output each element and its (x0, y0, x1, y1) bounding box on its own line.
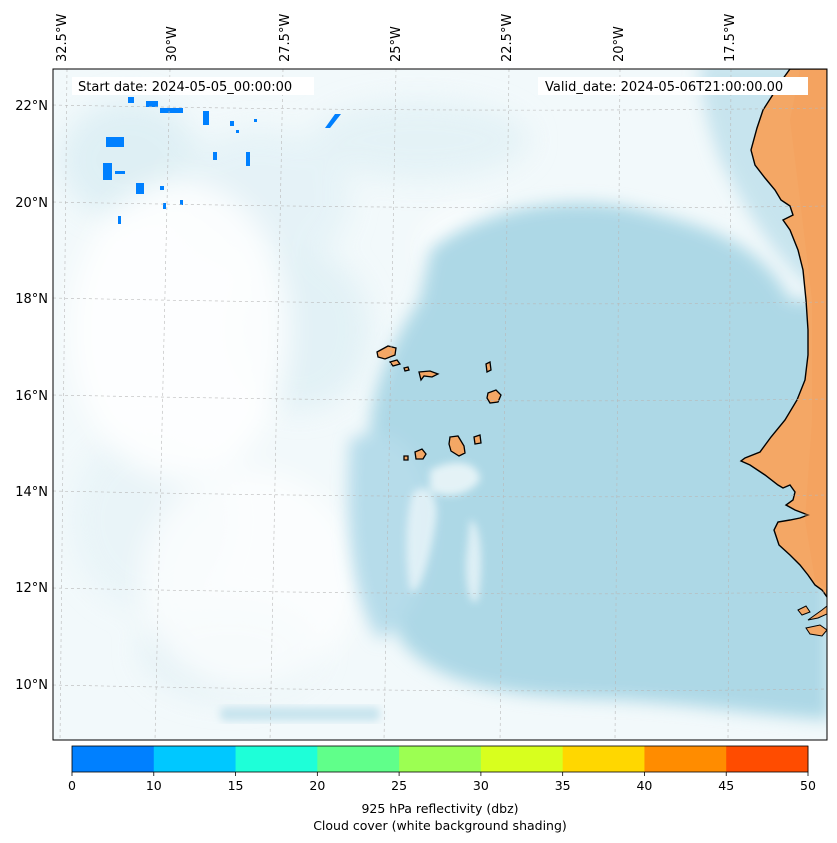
island-boa-vista (486, 389, 502, 404)
colorbar-label-line1: 925 hPa reflectivity (dbz) (361, 801, 518, 816)
lat-label: 14°N (15, 485, 48, 500)
colorbar-segment (72, 746, 155, 772)
island-sal (485, 361, 492, 373)
lon-label: 32.5°W (55, 14, 70, 62)
valid-date-box (538, 77, 808, 95)
lat-label: 10°N (15, 678, 48, 693)
island-santo-antao (376, 345, 397, 360)
lat-label: 22°N (15, 99, 48, 114)
start-date-box (72, 77, 314, 95)
colorbar: 0 10 15 20 25 30 35 40 45 50 (68, 745, 816, 793)
cape-verde-islands (376, 345, 502, 461)
lat-label: 12°N (15, 581, 48, 596)
colorbar-segment (562, 746, 645, 772)
island-santiago (448, 435, 466, 457)
colorbar-tick-label: 35 (555, 778, 571, 793)
lat-label: 18°N (15, 292, 48, 307)
gridlines (53, 69, 827, 740)
valid-date-text: Valid_date: 2024-05-06T21:00:00.00 (545, 80, 783, 95)
reflectivity-pixels (103, 97, 341, 224)
colorbar-segment (726, 746, 809, 772)
colorbar-segment (399, 746, 482, 772)
colorbar-tick-label: 45 (718, 778, 734, 793)
colorbar-segment (644, 746, 727, 772)
colorbar-tick-label: 40 (636, 778, 652, 793)
lon-label: 17.5°W (723, 14, 738, 62)
island-maio (473, 434, 482, 445)
longitude-labels: 32.5°W 30°W 27.5°W 25°W 22.5°W 20°W 17.5… (55, 14, 738, 62)
map-frame (52, 68, 828, 741)
island-santa-luzia (403, 366, 410, 372)
colorbar-segment (480, 746, 564, 772)
colorbar-tick-label: 50 (800, 778, 816, 793)
colorbar-frame (71, 745, 809, 773)
lon-label: 27.5°W (278, 14, 293, 62)
lon-label: 22.5°W (500, 14, 515, 62)
africa-coast (739, 69, 827, 599)
start-date-text: Start date: 2024-05-05_00:00:00 (78, 80, 292, 95)
colorbar-segment (153, 746, 237, 772)
lon-label: 25°W (389, 26, 404, 62)
colorbar-tick-label: 25 (391, 778, 407, 793)
colorbar-tick-label: 20 (309, 778, 325, 793)
colorbar-tick-label: 30 (473, 778, 489, 793)
colorbar-tick-label: 15 (228, 778, 244, 793)
island-sao-nicolau (418, 370, 440, 382)
cloud-cover-layer (53, 69, 827, 740)
lat-label: 16°N (15, 389, 48, 404)
island-fogo (414, 448, 427, 460)
lon-label: 20°W (612, 26, 627, 62)
lat-label: 20°N (15, 196, 48, 211)
lon-label: 30°W (165, 26, 180, 62)
colorbar-segment (235, 746, 318, 772)
colorbar-tick-label: 10 (146, 778, 162, 793)
land-layer (739, 69, 827, 637)
latitude-labels: 22°N 20°N 18°N 16°N 14°N 12°N 10°N (15, 99, 48, 693)
colorbar-label-line2: Cloud cover (white background shading) (313, 818, 567, 833)
island-sao-vicente (388, 359, 402, 367)
colorbar-segment (317, 746, 400, 772)
island-brava (403, 455, 409, 461)
colorbar-tick-label: 0 (68, 778, 76, 793)
